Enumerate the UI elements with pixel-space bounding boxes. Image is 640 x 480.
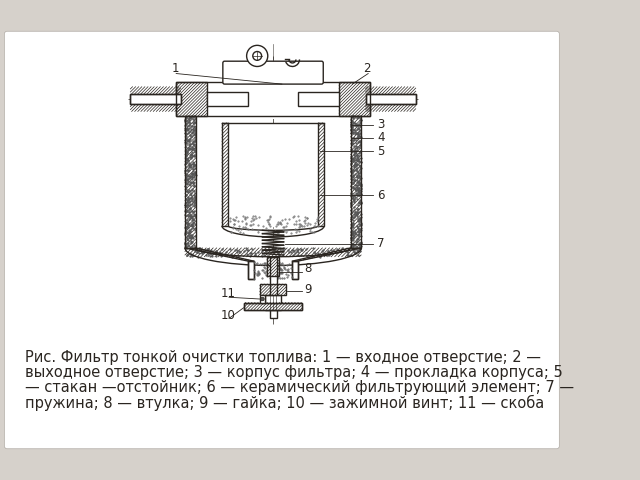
Text: 1: 1 [172, 62, 179, 75]
Bar [260, 284, 286, 295]
Bar [176, 83, 370, 116]
Bar [351, 116, 361, 248]
Text: Рис. Фильтр тонкой очистки топлива: 1 — входное отверстие; 2 —: Рис. Фильтр тонкой очистки топлива: 1 — … [25, 350, 541, 365]
Bar [365, 94, 416, 104]
Text: 5: 5 [377, 144, 385, 157]
Bar [260, 296, 265, 302]
Bar [244, 302, 301, 310]
Text: 6: 6 [377, 189, 385, 202]
Bar [222, 123, 228, 226]
Bar [365, 94, 416, 104]
Text: 9: 9 [304, 283, 312, 296]
Text: 10: 10 [220, 309, 235, 322]
FancyBboxPatch shape [223, 61, 323, 84]
Text: пружина; 8 — втулка; 9 — гайка; 10 — зажимной винт; 11 — скоба: пружина; 8 — втулка; 9 — гайка; 10 — заж… [25, 395, 544, 411]
Text: 8: 8 [304, 262, 311, 275]
Text: — стакан —отстойник; 6 — керамический фильтрующий элемент; 7 —: — стакан —отстойник; 6 — керамический фи… [25, 380, 574, 395]
Bar [207, 92, 248, 106]
FancyBboxPatch shape [4, 31, 559, 449]
Text: 3: 3 [377, 118, 385, 131]
Bar [131, 94, 180, 104]
Text: 2: 2 [363, 62, 371, 75]
Bar [228, 123, 318, 226]
Circle shape [253, 51, 262, 60]
Bar [185, 116, 196, 248]
Bar [292, 261, 298, 279]
Text: 4: 4 [377, 132, 385, 144]
Text: 11: 11 [220, 287, 236, 300]
Bar [244, 302, 301, 310]
Bar [339, 83, 370, 116]
Bar [298, 92, 339, 106]
Bar [292, 261, 298, 279]
Bar [176, 83, 207, 116]
Circle shape [260, 297, 264, 301]
Bar [318, 123, 324, 226]
Bar [248, 261, 253, 279]
Bar [265, 295, 281, 311]
Text: 7: 7 [377, 237, 385, 250]
Bar [269, 257, 276, 318]
Bar [248, 261, 253, 279]
Text: выходное отверстие; 3 — корпус фильтра; 4 — прокладка корпуса; 5: выходное отверстие; 3 — корпус фильтра; … [25, 365, 563, 380]
Bar [267, 257, 279, 276]
Circle shape [246, 45, 268, 67]
Bar [131, 94, 180, 104]
